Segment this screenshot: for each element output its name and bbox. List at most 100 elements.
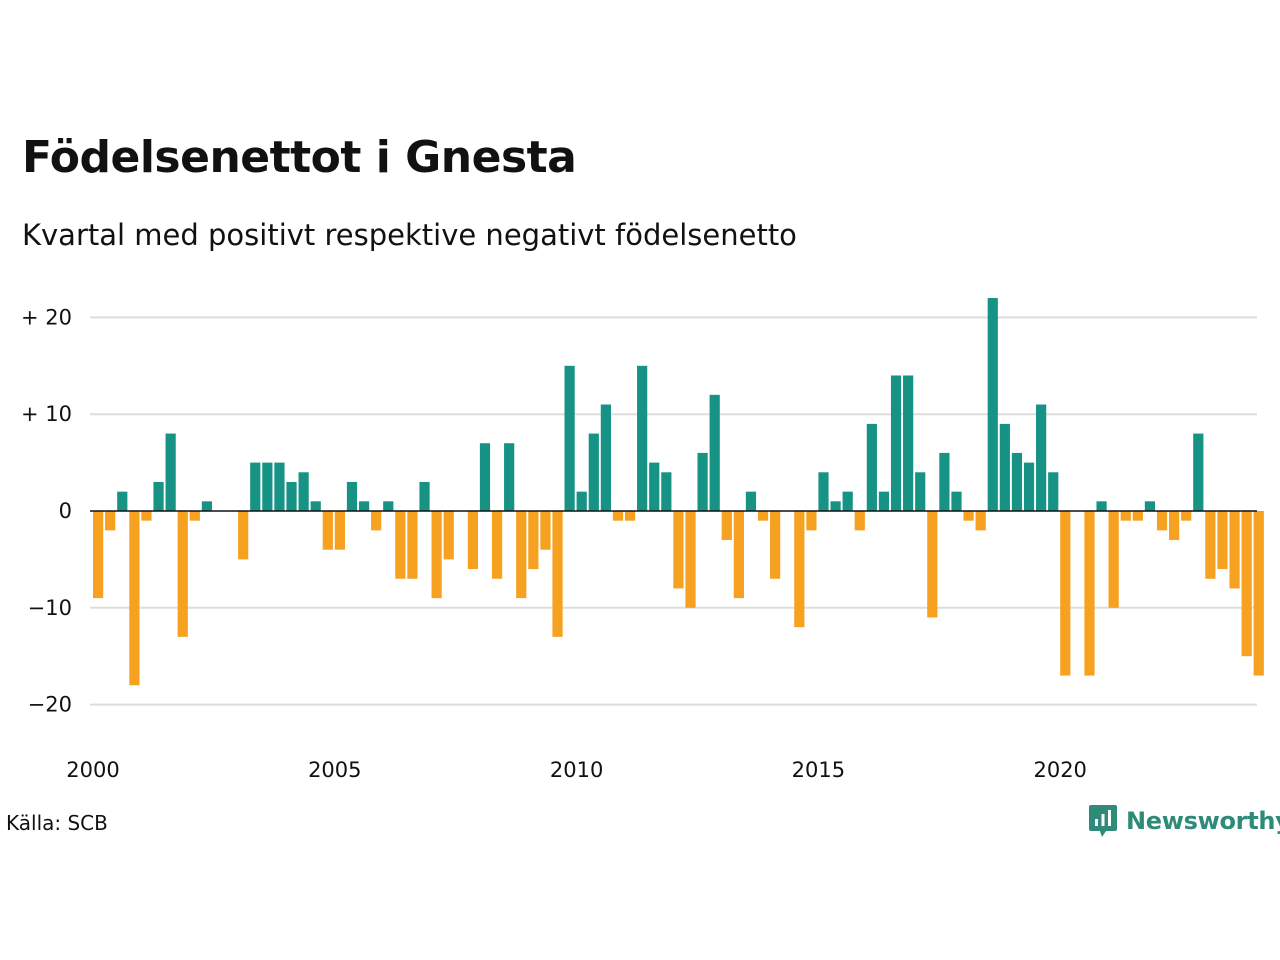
x-tick-label: 2020 [1033, 758, 1086, 782]
bar-2016-q2 [878, 491, 890, 511]
bar-2011-q1 [624, 511, 636, 521]
bar-2000-q1 [93, 511, 104, 599]
bar-2008-q2 [491, 511, 503, 579]
bar-2004-q4 [322, 511, 333, 550]
chart-subtitle: Kvartal med positivt respektive negativt… [22, 218, 797, 252]
bar-2022-q1 [1156, 511, 1168, 531]
bar-2013-q2 [733, 511, 744, 599]
bar-2015-q1 [818, 472, 829, 511]
bar-2015-q3 [842, 491, 853, 511]
y-tick-label: 0 [59, 499, 72, 523]
bar-2017-q1 [915, 472, 926, 511]
bar-2011-q3 [649, 462, 660, 511]
bar-2007-q2 [443, 511, 454, 560]
bar-2021-q1 [1108, 511, 1119, 608]
y-tick-label: + 20 [21, 305, 72, 329]
bar-2000-q2 [105, 511, 116, 531]
y-tick-label: −20 [28, 693, 72, 717]
bar-2009-q2 [540, 511, 551, 550]
bar-2010-q3 [600, 404, 611, 511]
bar-2021-q3 [1132, 511, 1143, 521]
bar-2012-q4 [709, 394, 720, 511]
bar-2007-q1 [431, 511, 442, 599]
y-tick-label: −10 [28, 596, 72, 620]
bar-2016-q4 [903, 375, 914, 511]
bar-2012-q1 [673, 511, 684, 589]
bar-2022-q3 [1181, 511, 1192, 521]
bar-2020-q4 [1096, 501, 1107, 511]
bar-2012-q2 [685, 511, 696, 608]
bar-2020-q1 [1060, 511, 1071, 676]
x-tick-label: 2015 [792, 758, 845, 782]
bar-2014-q4 [806, 511, 817, 531]
bar-2008-q1 [479, 443, 491, 511]
bar-2004-q1 [286, 481, 297, 511]
bar-2001-q4 [177, 511, 188, 637]
bar-2018-q1 [963, 511, 974, 521]
bar-2017-q3 [939, 452, 950, 511]
bar-2018-q2 [975, 511, 986, 531]
bar-2023-q2 [1217, 511, 1228, 570]
bar-2006-q3 [407, 511, 418, 579]
bar-2001-q2 [153, 481, 164, 511]
bar-2002-q2 [201, 501, 213, 511]
bar-2019-q4 [1048, 472, 1059, 511]
x-tick-label: 2000 [66, 758, 119, 782]
bar-2011-q2 [637, 365, 648, 511]
bar-2009-q1 [528, 511, 539, 570]
bar-2011-q4 [661, 472, 672, 511]
bar-2014-q3 [794, 511, 805, 628]
bar-2001-q1 [141, 511, 152, 521]
x-tick-label: 2005 [308, 758, 361, 782]
bar-2003-q2 [250, 462, 261, 511]
bar-2022-q4 [1193, 433, 1204, 511]
bar-2000-q4 [129, 511, 140, 686]
bar-2001-q3 [165, 433, 176, 511]
bar-2005-q3 [358, 501, 370, 511]
bar-2017-q4 [951, 491, 962, 511]
bar-2009-q4 [564, 365, 575, 511]
source-note: Källa: SCB [6, 811, 108, 835]
bar-2022-q2 [1169, 511, 1180, 541]
bar-2006-q1 [383, 501, 394, 511]
bar-2012-q3 [697, 452, 708, 511]
bar-2015-q4 [854, 511, 865, 531]
bar-2004-q2 [298, 472, 309, 511]
bar-2005-q1 [334, 511, 345, 550]
newsworthy-logo-icon [1089, 805, 1117, 837]
bar-2003-q3 [262, 462, 273, 511]
bar-2016-q1 [866, 423, 877, 511]
bar-2021-q4 [1144, 501, 1156, 511]
bar-2010-q1 [576, 491, 587, 511]
bar-2013-q3 [745, 491, 757, 511]
bar-2010-q2 [588, 433, 599, 511]
bar-2023-q4 [1241, 511, 1252, 657]
bar-2013-q4 [757, 511, 769, 521]
bar-2019-q1 [1011, 452, 1023, 511]
bar-2000-q3 [117, 491, 128, 511]
bar-2014-q1 [770, 511, 781, 579]
bar-2019-q2 [1023, 462, 1035, 511]
bar-2005-q2 [346, 481, 358, 511]
bar-2004-q3 [310, 501, 321, 511]
bar-2006-q4 [419, 481, 430, 511]
bar-2010-q4 [612, 511, 624, 521]
bar-2018-q3 [987, 298, 998, 511]
bar-2023-q1 [1205, 511, 1216, 579]
bar-2021-q2 [1120, 511, 1131, 521]
bar-2008-q3 [504, 443, 515, 511]
bar-2017-q2 [927, 511, 938, 618]
bar-2008-q4 [516, 511, 527, 599]
chart-title: Födelsenettot i Gnesta [22, 132, 577, 183]
bar-2007-q4 [467, 511, 478, 570]
x-tick-label: 2010 [550, 758, 603, 782]
bars [93, 298, 1264, 686]
bar-2003-q4 [274, 462, 285, 511]
bar-2016-q3 [890, 375, 902, 511]
bar-2005-q4 [371, 511, 382, 531]
bar-2013-q1 [721, 511, 732, 541]
bar-2024-q1 [1253, 511, 1264, 676]
bar-2002-q1 [189, 511, 200, 521]
bar-2018-q4 [999, 423, 1010, 511]
